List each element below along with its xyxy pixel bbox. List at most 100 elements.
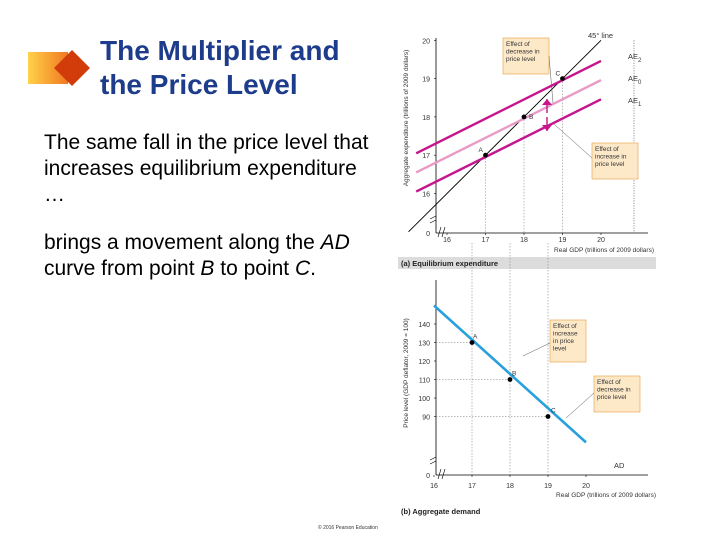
para2-point-c: C [294, 257, 311, 280]
panel-a-point-b-label: B [529, 114, 533, 121]
panel-a-label-45-line: 45° line [588, 31, 613, 40]
panel-b-note-increase-leader [522, 342, 551, 357]
slide-title: The Multiplier and the Price Level [100, 34, 400, 102]
para2-text-4: . [310, 257, 316, 280]
panel-a-y-tick-label: 19 [422, 77, 430, 84]
para2-text-1: brings a movement along the [44, 231, 321, 254]
panel-b-caption: (b) Aggregate demand [401, 507, 481, 516]
panel-b-x-tick-label: 20 [582, 483, 590, 490]
panel-b-point-b [507, 377, 513, 382]
panel-a-x-tick-label: 20 [597, 237, 605, 244]
panel-b-y-tick-label: 120 [418, 359, 430, 366]
panel-a-series-ae0 [415, 79, 602, 174]
panel-a-note-decrease-leader [548, 55, 554, 104]
panel-b-note-increase-line: in price [553, 338, 574, 345]
panel-a-x-tick-label: 17 [482, 237, 490, 244]
panel-a-y-tick-label: 18 [422, 115, 430, 122]
para2-text-3: to point [214, 257, 295, 280]
panel-a-note-increase-line: Effect of [595, 146, 619, 153]
panel-a-caption-bg [398, 257, 656, 269]
panel-a-origin-label: 0 [426, 231, 430, 238]
panel-b-x-tick-label: 19 [544, 483, 552, 490]
panel-b-x-axis-label: Real GDP (trillions of 2009 dollars) [556, 492, 656, 499]
panel-b-y-axis-label: Price level (GDP deflator, 2009 = 100) [403, 318, 410, 428]
panel-a-y-tick-label: 17 [422, 153, 430, 160]
panel-a-x-tick-label: 16 [443, 237, 451, 244]
panel-b-y-tick-label: 100 [418, 396, 430, 403]
panel-a-y-axis-break [429, 215, 437, 224]
panel-a-note-decrease-line: Effect of [506, 41, 530, 48]
panel-b-note-decrease-line: price level [597, 394, 627, 401]
panel-a-series-45-line [408, 39, 602, 233]
panel-b-note-increase-line: increase [553, 331, 578, 338]
panel-a-note-increase-leader [553, 123, 593, 159]
panel-b-point-c [545, 414, 551, 419]
panel-b-y-tick-label: 110 [419, 378, 430, 385]
panel-a-series-ae2 [415, 59, 602, 155]
panel-a-note-decrease-line: decrease in [506, 49, 540, 56]
panel-b-note-decrease-line: decrease in [597, 387, 631, 394]
panel-b-y-tick-label: 140 [418, 322, 430, 329]
panel-b-point-a-label: A [473, 334, 478, 341]
panel-a-note-increase-box [591, 142, 639, 180]
panel-b-y-tick-label: 90 [422, 415, 430, 422]
panel-a-point-a [483, 152, 488, 158]
panel-a-note-decrease-line: price level [506, 56, 536, 63]
panel-a-point-b [521, 114, 527, 120]
panel-a-x-tick-label: 19 [559, 237, 567, 244]
title-line-2: the Price Level [100, 69, 298, 100]
panel-a-note-increase-line: price level [595, 161, 625, 168]
copyright-notice: © 2016 Pearson Education [318, 525, 378, 531]
panel-a-y-tick-label: 16 [422, 192, 430, 199]
panel-b-point-a [469, 340, 475, 345]
panel-a-note-increase-line: increase in [595, 154, 627, 161]
panel-b-note-decrease-box [593, 375, 641, 413]
panel-b-series-ad [433, 304, 587, 444]
panel-a-label-ae1: AE1 [628, 96, 642, 108]
panel-b-point-b-label: B [512, 371, 516, 378]
panel-a-y-axis-label: Aggregate expenditure (trillions of 2009… [403, 50, 410, 187]
para2-text-2: curve from point [44, 257, 201, 280]
panel-b-x-tick-label: 17 [468, 483, 476, 490]
panel-b-y-axis-break [429, 456, 437, 465]
paragraph-2: brings a movement along the AD curve fro… [44, 230, 374, 282]
panel-a-point-a-label: A [479, 147, 484, 154]
panel-a-arrow-down [542, 117, 552, 131]
panel-b-x-tick-label: 18 [506, 483, 514, 490]
panel-a-label-ae2: AE2 [628, 52, 642, 64]
para2-point-b: B [200, 257, 215, 280]
panel-a-point-c [560, 76, 565, 81]
panel-a-x-tick-label: 18 [520, 237, 528, 244]
panel-b-point-c-label: C [551, 408, 556, 415]
panel-a-x-axis-label: Real GDP (trillions of 2009 dollars) [554, 247, 654, 254]
para2-ad: AD [320, 231, 350, 254]
panel-b-x-axis-break [437, 468, 446, 480]
diamond-arrow-icon [28, 50, 90, 86]
panel-a-series-ae1 [415, 98, 602, 193]
panel-b-origin-label: 0 [426, 473, 430, 480]
panel-a-x-axis-break [437, 226, 446, 238]
panel-a-label-ae0: AE0 [628, 74, 642, 86]
panel-a-note-decrease-box [502, 37, 550, 75]
panel-b-note-decrease-leader [565, 392, 595, 419]
panel-b-note-increase-line: Effect of [553, 323, 577, 330]
economics-figure: 16 17 18 19 20 16 17 18 19 20 0 Real GDP (trillions… [398, 31, 656, 516]
panel-a-arrow-up-head [542, 99, 552, 105]
panel-a-arrow-up [542, 99, 552, 113]
panel-b-note-increase-line: level [553, 346, 567, 353]
paragraph-1: The same fall in the price level that in… [44, 131, 369, 206]
panel-a-caption: (a) Equilibrium expenditure [401, 259, 498, 268]
panel-b-note-increase-box [549, 319, 587, 363]
panel-b-note-decrease-line: Effect of [597, 379, 621, 386]
panel-a-point-c-label: C [556, 71, 561, 78]
panel-a-arrow-down-head [542, 125, 552, 131]
panel-b-y-tick-label: 130 [418, 341, 430, 348]
title-line-1: The Multiplier and [100, 35, 340, 66]
panel-b-label-ad: AD [614, 461, 625, 470]
panel-a-y-tick-label: 20 [422, 38, 430, 45]
panel-b-x-tick-label: 16 [430, 483, 438, 490]
